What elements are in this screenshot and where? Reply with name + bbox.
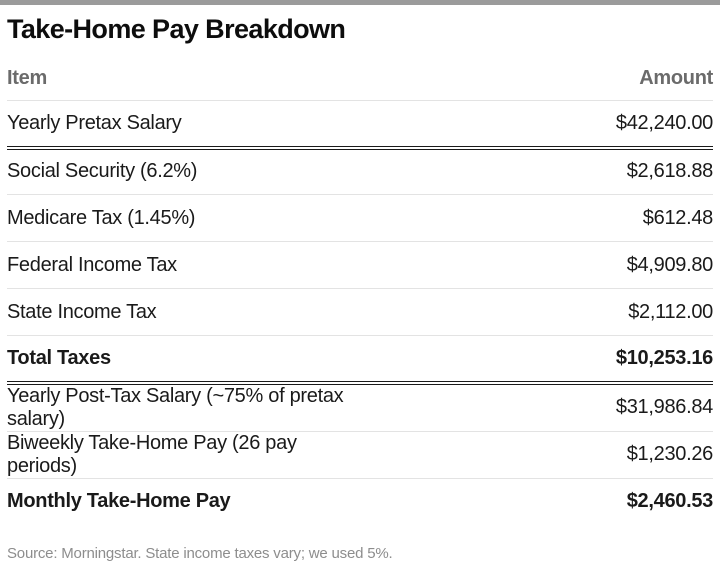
amount-cell: $4,909.80	[360, 241, 713, 289]
item-cell: Federal Income Tax	[7, 241, 360, 289]
top-divider-bar	[0, 0, 720, 5]
amount-cell: $2,460.53	[626, 490, 714, 513]
amount-cell: $2,618.88	[360, 147, 713, 195]
table-header-row: Item Amount	[7, 45, 713, 101]
amount-cell: $612.48	[360, 194, 713, 242]
item-cell: Monthly Take-Home Pay	[7, 490, 231, 513]
table-row-monthly-take-home: Monthly Take-Home Pay $2,460.53	[7, 478, 713, 525]
amount-cell: $2,112.00	[360, 288, 713, 336]
table-row: Social Security (6.2%) $2,618.88	[7, 147, 713, 195]
table-row: Medicare Tax (1.45%) $612.48	[7, 194, 713, 242]
item-cell: Total Taxes	[7, 335, 360, 385]
breakdown-table: Item Amount Yearly Pretax Salary $42,240…	[7, 45, 713, 525]
item-cell: Yearly Post-Tax Salary (~75% of pretax s…	[7, 382, 360, 432]
table-row: State Income Tax $2,112.00	[7, 288, 713, 336]
page-title: Take-Home Pay Breakdown	[7, 14, 346, 44]
amount-cell: $10,253.16	[360, 335, 713, 385]
amount-cell: $1,230.26	[360, 431, 713, 479]
item-cell: State Income Tax	[7, 288, 360, 336]
table-row: Federal Income Tax $4,909.80	[7, 241, 713, 289]
column-header-item: Item	[7, 45, 360, 101]
item-cell: Social Security (6.2%)	[7, 147, 360, 195]
amount-cell: $42,240.00	[360, 100, 713, 150]
table-row: Biweekly Take-Home Pay (26 pay periods) …	[7, 431, 713, 479]
item-cell: Medicare Tax (1.45%)	[7, 194, 360, 242]
table-row: Yearly Post-Tax Salary (~75% of pretax s…	[7, 382, 713, 432]
item-cell: Biweekly Take-Home Pay (26 pay periods)	[7, 431, 360, 479]
item-cell: Yearly Pretax Salary	[7, 100, 360, 150]
column-header-amount: Amount	[360, 45, 713, 101]
table-row: Yearly Pretax Salary $42,240.00	[7, 100, 713, 150]
table-row-total-taxes: Total Taxes $10,253.16	[7, 335, 713, 385]
amount-cell: $31,986.84	[360, 382, 713, 432]
source-note: Source: Morningstar. State income taxes …	[7, 545, 393, 562]
